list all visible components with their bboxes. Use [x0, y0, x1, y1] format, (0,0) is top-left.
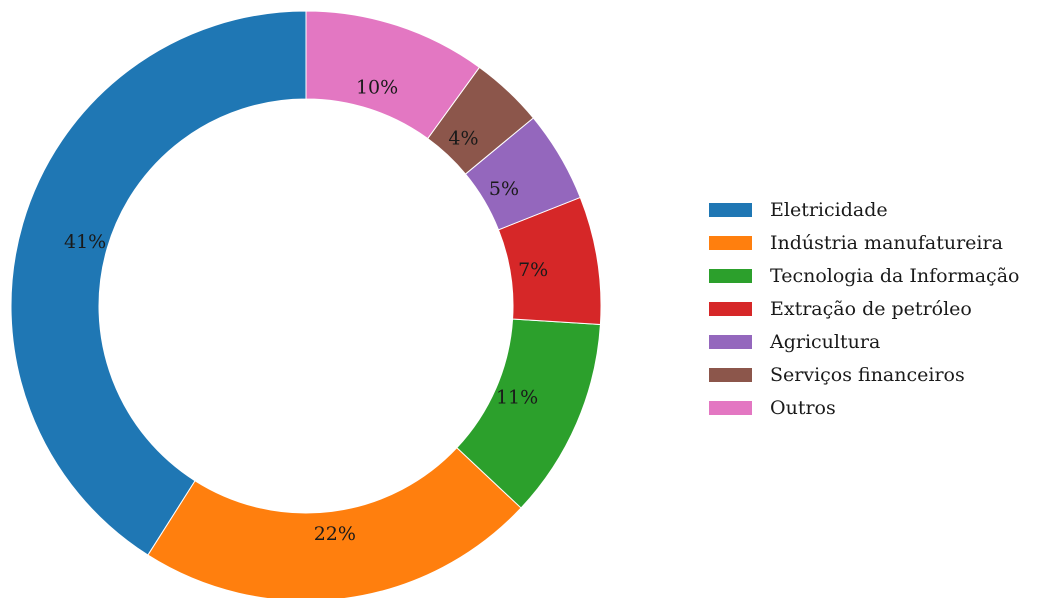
legend-swatch-industria-manufatureira	[709, 236, 752, 250]
legend-swatch-extracao-de-petroleo	[709, 302, 752, 316]
legend-swatch-agricultura	[709, 335, 752, 349]
legend-label-tecnologia-da-informacao: Tecnologia da Informação	[770, 265, 1019, 287]
percentage-labels: 41% 22% 11% 7% 5% 4% 10%	[64, 76, 548, 545]
label-agricultura: 5%	[489, 178, 519, 200]
slice-outros	[305, 10, 481, 140]
legend-label-eletricidade: Eletricidade	[770, 199, 888, 221]
legend-swatch-outros	[709, 401, 752, 415]
donut-slices	[10, 10, 602, 598]
legend-label-outros: Outros	[770, 397, 836, 419]
label-industria-manufatureira: 22%	[314, 523, 356, 545]
label-extracao-de-petroleo: 7%	[518, 259, 548, 281]
legend: Eletricidade Indústria manufatureira Tecno…	[709, 199, 1019, 419]
legend-swatch-eletricidade	[709, 203, 752, 217]
legend-swatch-tecnologia-da-informacao	[709, 269, 752, 283]
legend-label-agricultura: Agricultura	[769, 331, 880, 353]
legend-swatch-servicos-financeiros	[709, 368, 752, 382]
label-eletricidade: 41%	[64, 231, 106, 253]
label-servicos-financeiros: 4%	[448, 127, 478, 149]
legend-label-extracao-de-petroleo: Extração de petróleo	[770, 298, 972, 320]
slice-eletricidade	[10, 10, 307, 556]
label-outros: 10%	[356, 76, 398, 98]
legend-label-industria-manufatureira: Indústria manufatureira	[770, 232, 1003, 254]
legend-label-servicos-financeiros: Serviços financeiros	[770, 364, 965, 386]
label-tecnologia-da-informacao: 11%	[496, 386, 538, 408]
